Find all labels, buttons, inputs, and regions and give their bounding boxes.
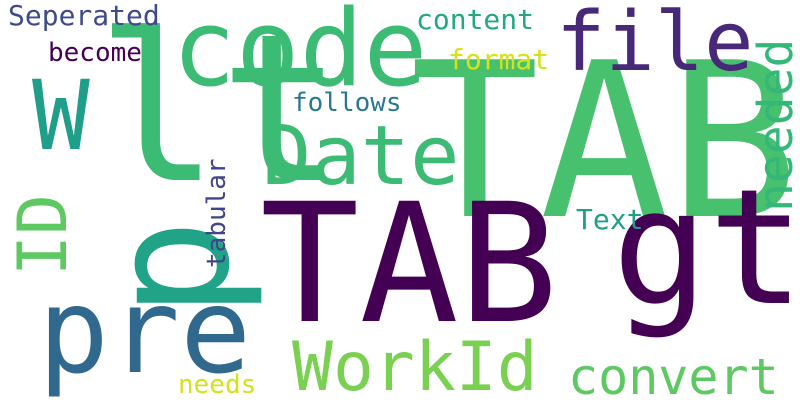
word-w: W bbox=[32, 60, 90, 172]
word-tabular-rotated: tabular bbox=[202, 158, 232, 268]
word-format: format bbox=[448, 43, 550, 76]
word-tab-large: TAB bbox=[410, 16, 799, 267]
word-pre: pre bbox=[38, 262, 252, 400]
word-become: become bbox=[48, 38, 142, 68]
word-id-rotated: ID bbox=[4, 194, 83, 276]
word-needed-rotated: needed bbox=[748, 38, 800, 212]
word-seperated: Seperated bbox=[8, 0, 160, 32]
word-convert: convert bbox=[568, 348, 779, 400]
word-content: content bbox=[416, 3, 535, 36]
word-date: Date bbox=[262, 109, 460, 204]
word-gt: gt bbox=[612, 154, 800, 341]
word-workid: WorkId bbox=[292, 328, 538, 400]
word-text: Text bbox=[576, 203, 644, 236]
word-tab-purple: TAB bbox=[260, 168, 559, 360]
word-follows: follows bbox=[292, 88, 402, 118]
word-file: file bbox=[556, 0, 754, 90]
word-code: code bbox=[172, 0, 428, 110]
word-lt: lt bbox=[96, 0, 343, 229]
word-needs: needs bbox=[178, 370, 257, 400]
